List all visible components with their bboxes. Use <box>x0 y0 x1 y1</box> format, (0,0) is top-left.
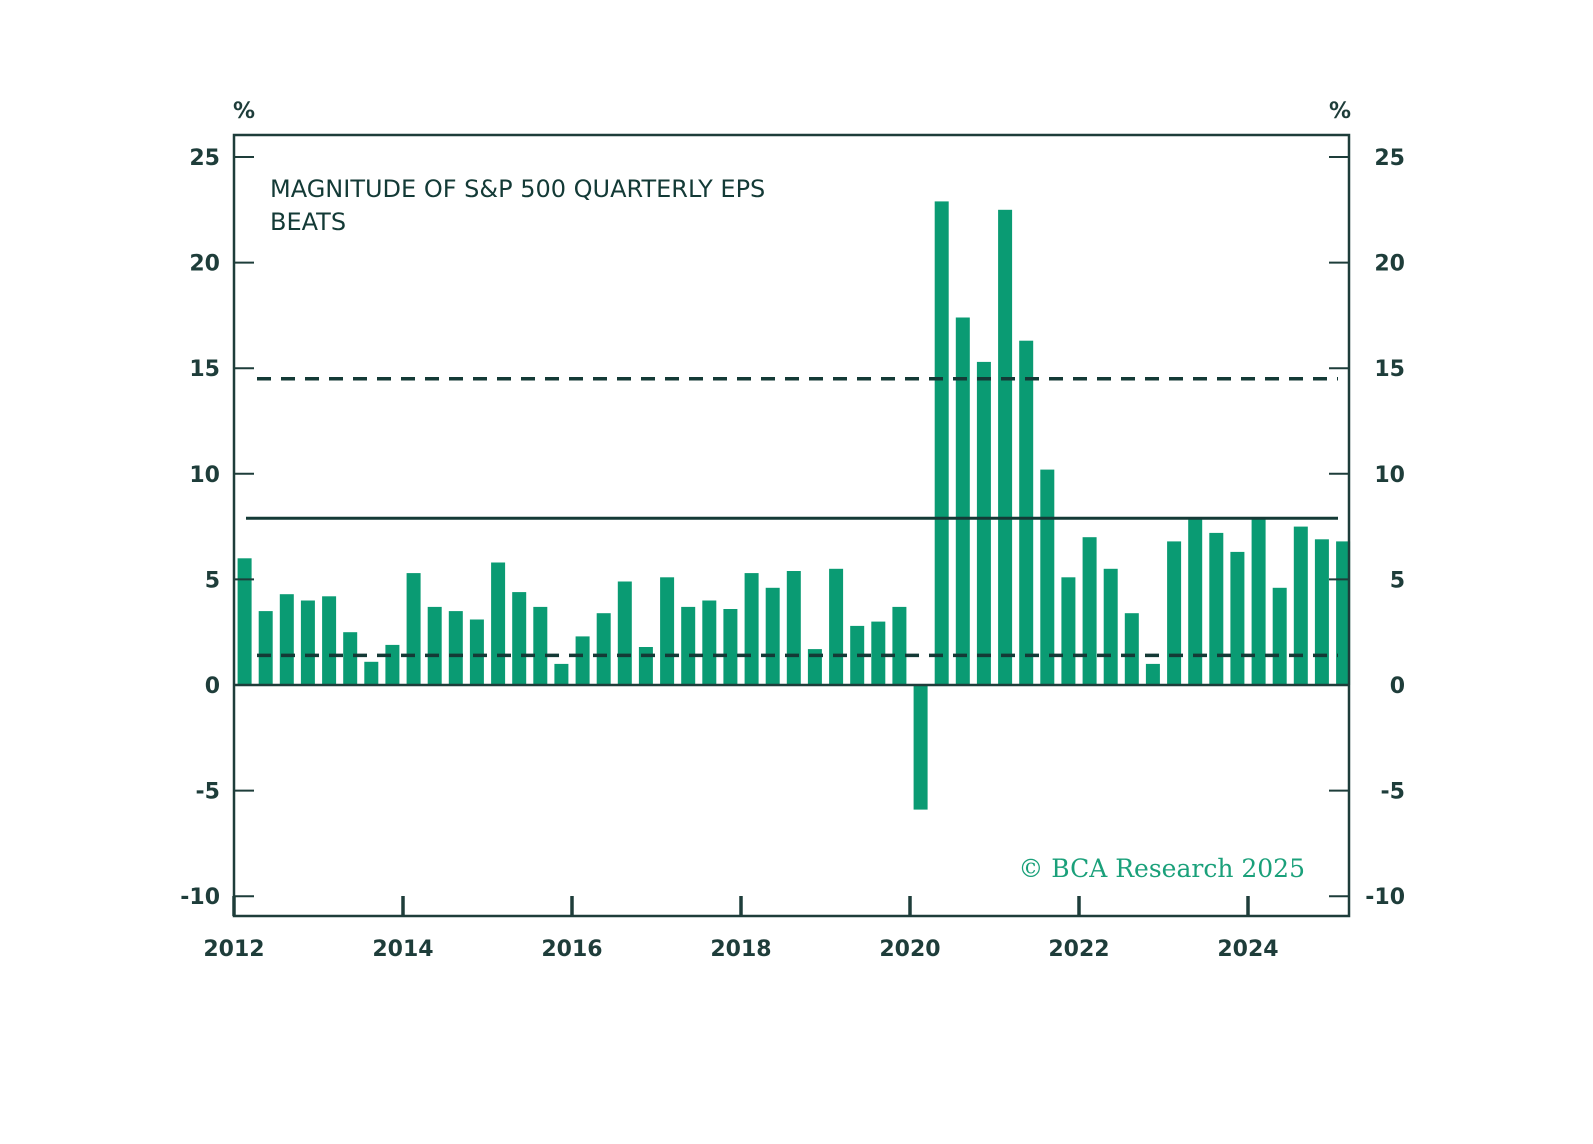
x-axis: 2012 2014 2016 2018 2020 2022 2024 <box>203 896 1279 962</box>
bar-2021Q2 <box>1019 340 1034 685</box>
y-axis-right: 25 20 15 10 5 0 -5 -10 <box>1329 146 1405 910</box>
bar-2018Q1 <box>744 573 759 685</box>
bar-2020Q2 <box>934 201 949 685</box>
y-tick-label-left: 10 <box>189 463 220 488</box>
bar-2019Q1 <box>829 568 844 685</box>
bar-2020Q4 <box>976 361 991 685</box>
y-tick-label-right: -10 <box>1365 885 1405 910</box>
y-tick-label-left: 5 <box>205 568 220 593</box>
bar-2024Q4 <box>1314 539 1329 685</box>
bar-2023Q1 <box>1167 541 1182 685</box>
bar-2014Q4 <box>469 619 484 685</box>
bar-2012Q4 <box>300 600 315 685</box>
bar-2015Q4 <box>554 663 569 685</box>
y-tick-label-left: -5 <box>196 780 220 805</box>
copyright-credit: © BCA Research 2025 <box>1018 854 1305 883</box>
y-tick-label-left: 0 <box>205 674 220 699</box>
bar-2016Q2 <box>596 613 611 685</box>
x-tick-label: 2020 <box>879 937 940 962</box>
y-tick-label-left: 25 <box>189 146 220 171</box>
bar-2017Q2 <box>681 606 696 685</box>
y-axis-left-unit: % <box>233 99 255 124</box>
bar-2015Q1 <box>491 562 506 685</box>
y-tick-label-left: -10 <box>180 885 220 910</box>
bar-2020Q1 <box>913 685 928 810</box>
bars-group <box>237 201 1351 810</box>
bar-2012Q3 <box>279 594 294 685</box>
bar-2017Q1 <box>660 577 675 685</box>
y-tick-label-left: 20 <box>189 252 220 277</box>
bar-2016Q1 <box>575 636 590 685</box>
bar-2014Q1 <box>406 573 421 685</box>
bar-2014Q2 <box>427 606 442 685</box>
bar-2012Q1 <box>237 558 252 685</box>
bar-2022Q1 <box>1082 537 1097 685</box>
bar-2023Q2 <box>1188 518 1203 685</box>
bar-2013Q3 <box>364 661 379 685</box>
chart-title-line-2: BEATS <box>270 208 346 236</box>
y-axis-left: 25 20 15 10 5 0 -5 -10 <box>180 146 254 910</box>
bar-2019Q3 <box>871 621 886 685</box>
y-tick-label-right: -5 <box>1381 780 1405 805</box>
bar-2013Q1 <box>322 596 337 685</box>
y-tick-label-right: 20 <box>1374 252 1405 277</box>
bar-2022Q3 <box>1124 613 1139 685</box>
bar-2025Q1 <box>1336 541 1351 685</box>
y-tick-label-right: 0 <box>1390 674 1405 699</box>
bar-2024Q3 <box>1293 526 1308 685</box>
bar-2022Q2 <box>1103 568 1118 685</box>
bar-2018Q3 <box>786 571 801 685</box>
bar-2023Q3 <box>1209 532 1224 685</box>
bar-2021Q3 <box>1040 469 1055 685</box>
plot-frame <box>232 133 1351 918</box>
bar-2012Q2 <box>258 611 273 685</box>
y-tick-label-right: 5 <box>1390 568 1405 593</box>
x-tick-label: 2016 <box>541 937 602 962</box>
bar-2017Q3 <box>702 600 717 685</box>
x-tick-label: 2024 <box>1217 937 1278 962</box>
bar-2014Q3 <box>448 611 463 685</box>
x-tick-label: 2022 <box>1048 937 1109 962</box>
reference-lines-group <box>246 377 1338 658</box>
bar-2024Q1 <box>1251 518 1266 685</box>
y-tick-label-right: 10 <box>1374 463 1405 488</box>
bar-2015Q2 <box>512 592 527 685</box>
bar-2020Q3 <box>955 317 970 685</box>
x-tick-label: 2018 <box>710 937 771 962</box>
y-tick-label-left: 15 <box>189 357 220 382</box>
bar-2015Q3 <box>533 606 548 685</box>
y-tick-label-right: 25 <box>1374 146 1405 171</box>
chart-title-line-1: MAGNITUDE OF S&P 500 QUARTERLY EPS <box>270 175 765 203</box>
bar-2019Q4 <box>892 606 907 685</box>
bar-2023Q4 <box>1230 551 1245 685</box>
bar-2018Q4 <box>807 649 822 685</box>
x-tick-label: 2014 <box>372 937 433 962</box>
bar-2013Q2 <box>343 632 358 685</box>
bar-2022Q4 <box>1145 663 1160 685</box>
bar-2017Q4 <box>723 609 738 685</box>
bar-2021Q1 <box>998 209 1013 686</box>
bar-2018Q2 <box>765 587 780 685</box>
bar-2016Q3 <box>617 581 632 685</box>
bar-2013Q4 <box>385 644 400 685</box>
y-tick-label-right: 15 <box>1374 357 1405 382</box>
bar-2024Q2 <box>1272 587 1287 685</box>
y-axis-right-unit: % <box>1329 99 1351 124</box>
bar-2021Q4 <box>1061 577 1076 685</box>
bar-2016Q4 <box>638 647 653 685</box>
x-tick-label: 2012 <box>203 937 264 962</box>
